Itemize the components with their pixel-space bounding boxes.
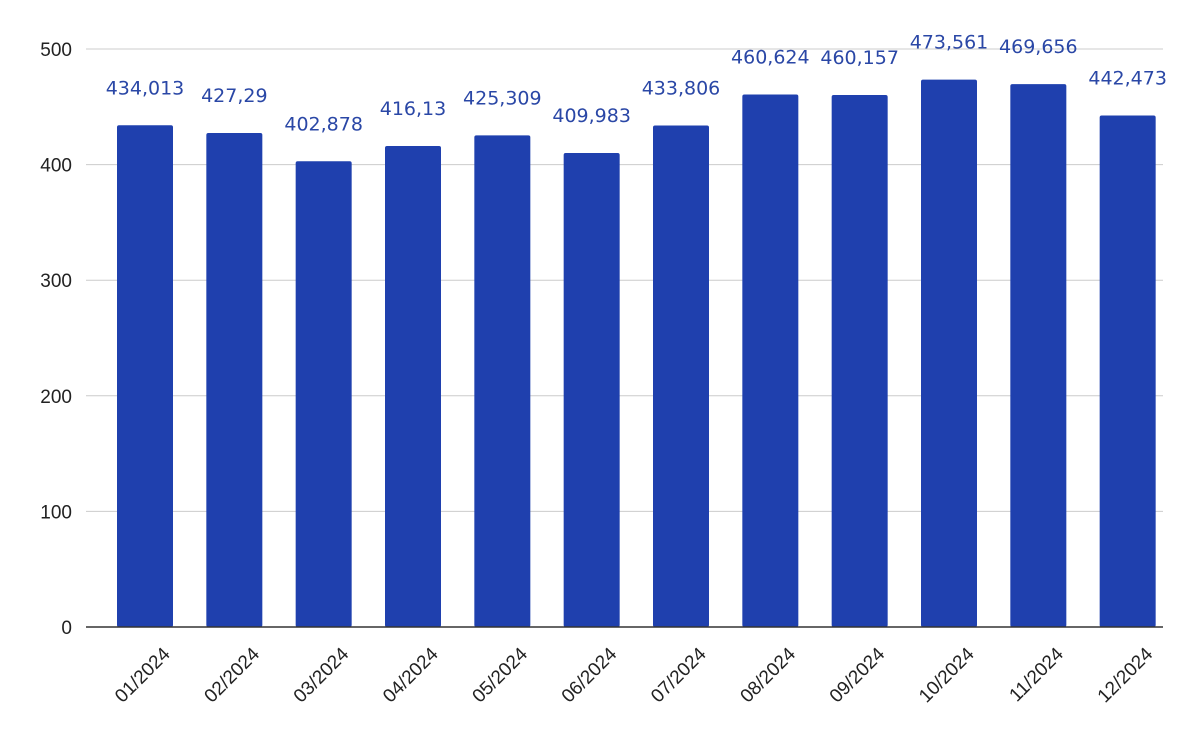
data-label: 402,878: [284, 113, 363, 135]
x-tick-label: 04/2024: [379, 643, 443, 707]
data-label: 460,624: [731, 47, 810, 69]
y-axis-ticks: 0 100 200 300 400 500: [40, 40, 72, 639]
x-tick-label: 02/2024: [201, 643, 265, 707]
bar: [295, 161, 352, 628]
y-tick-label: 100: [40, 502, 72, 523]
x-tick-label: 09/2024: [826, 643, 890, 707]
x-tick-label: 01/2024: [111, 643, 175, 707]
data-label: 473,561: [910, 32, 989, 54]
y-tick-label: 300: [40, 271, 72, 292]
y-tick-label: 500: [40, 40, 72, 61]
data-label: 433,806: [642, 78, 721, 100]
data-label: 427,29: [201, 85, 267, 107]
x-tick-label: 08/2024: [737, 643, 801, 707]
x-tick-label: 05/2024: [469, 643, 533, 707]
bar: [563, 153, 620, 628]
bar: [117, 125, 173, 627]
data-label: 409,983: [552, 105, 631, 127]
bars: [117, 79, 1156, 628]
x-tick-label: 11/2024: [1006, 643, 1069, 706]
y-tick-label: 200: [40, 387, 72, 408]
data-label: 425,309: [463, 87, 542, 109]
data-label: 442,473: [1088, 68, 1167, 90]
bar: [385, 145, 441, 627]
x-tick-label: 12/2024: [1094, 643, 1158, 707]
data-label: 416,13: [380, 98, 446, 120]
bar: [474, 135, 531, 628]
data-label: 469,656: [999, 36, 1078, 58]
bar: [1010, 84, 1067, 628]
gridlines: [86, 48, 1163, 512]
x-tick-label: 03/2024: [290, 643, 354, 707]
y-tick-label: 0: [61, 618, 72, 639]
x-tick-label: 06/2024: [558, 643, 622, 707]
x-axis-ticks: 01/2024 02/2024 03/2024 04/2024 05/2024 06/20…: [111, 643, 1157, 707]
y-tick-label: 400: [40, 156, 72, 177]
x-tick-label: 10/2024: [915, 643, 979, 707]
bar: [921, 79, 977, 628]
bar: [653, 125, 709, 627]
bar: [206, 133, 263, 627]
x-tick-label: 07/2024: [647, 643, 711, 707]
bar: [1099, 115, 1156, 627]
bar: [742, 94, 799, 627]
data-label: 434,013: [106, 77, 185, 99]
data-labels: 434,013 427,29 402,878 416,13 425,309 409,983…: [106, 32, 1167, 136]
bar: [831, 95, 888, 627]
data-label: 460,157: [820, 47, 899, 69]
